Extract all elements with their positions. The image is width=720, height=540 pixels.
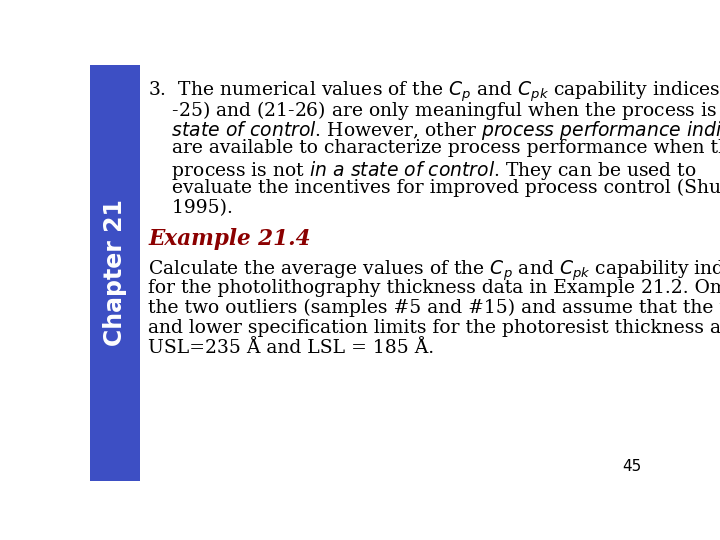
Text: and lower specification limits for the photoresist thickness are: and lower specification limits for the p… — [148, 319, 720, 337]
Text: Chapter 21: Chapter 21 — [103, 199, 127, 346]
Text: evaluate the incentives for improved process control (Shunta,: evaluate the incentives for improved pro… — [148, 179, 720, 197]
Text: 3.  The numerical values of the $C_p$ and $C_{pk}$ capability indices in (21: 3. The numerical values of the $C_p$ and… — [148, 79, 720, 104]
Text: the two outliers (samples #5 and #15) and assume that the upper: the two outliers (samples #5 and #15) an… — [148, 299, 720, 317]
Text: 45: 45 — [623, 460, 642, 475]
Text: Example 21.4: Example 21.4 — [148, 228, 311, 250]
Text: $\it{state\ of\ control}$. However, other $\it{process\ performance\ indices}$: $\it{state\ of\ control}$. However, othe… — [148, 119, 720, 141]
Text: Calculate the average values of the $C_p$ and $C_{pk}$ capability indices: Calculate the average values of the $C_p… — [148, 259, 720, 284]
Text: process is not $\it{in\ a\ state\ of\ control}$. They can be used to: process is not $\it{in\ a\ state\ of\ co… — [148, 159, 697, 182]
Text: 1995).: 1995). — [148, 199, 233, 217]
Text: are available to characterize process performance when the: are available to characterize process pe… — [148, 139, 720, 157]
Text: for the photolithography thickness data in Example 21.2. Omit: for the photolithography thickness data … — [148, 279, 720, 297]
Text: -25) and (21-26) are only meaningful when the process is $\it{in\ a}$: -25) and (21-26) are only meaningful whe… — [148, 99, 720, 122]
Bar — [90, 65, 140, 481]
Text: USL=235 Å and LSL = 185 Å.: USL=235 Å and LSL = 185 Å. — [148, 339, 434, 357]
